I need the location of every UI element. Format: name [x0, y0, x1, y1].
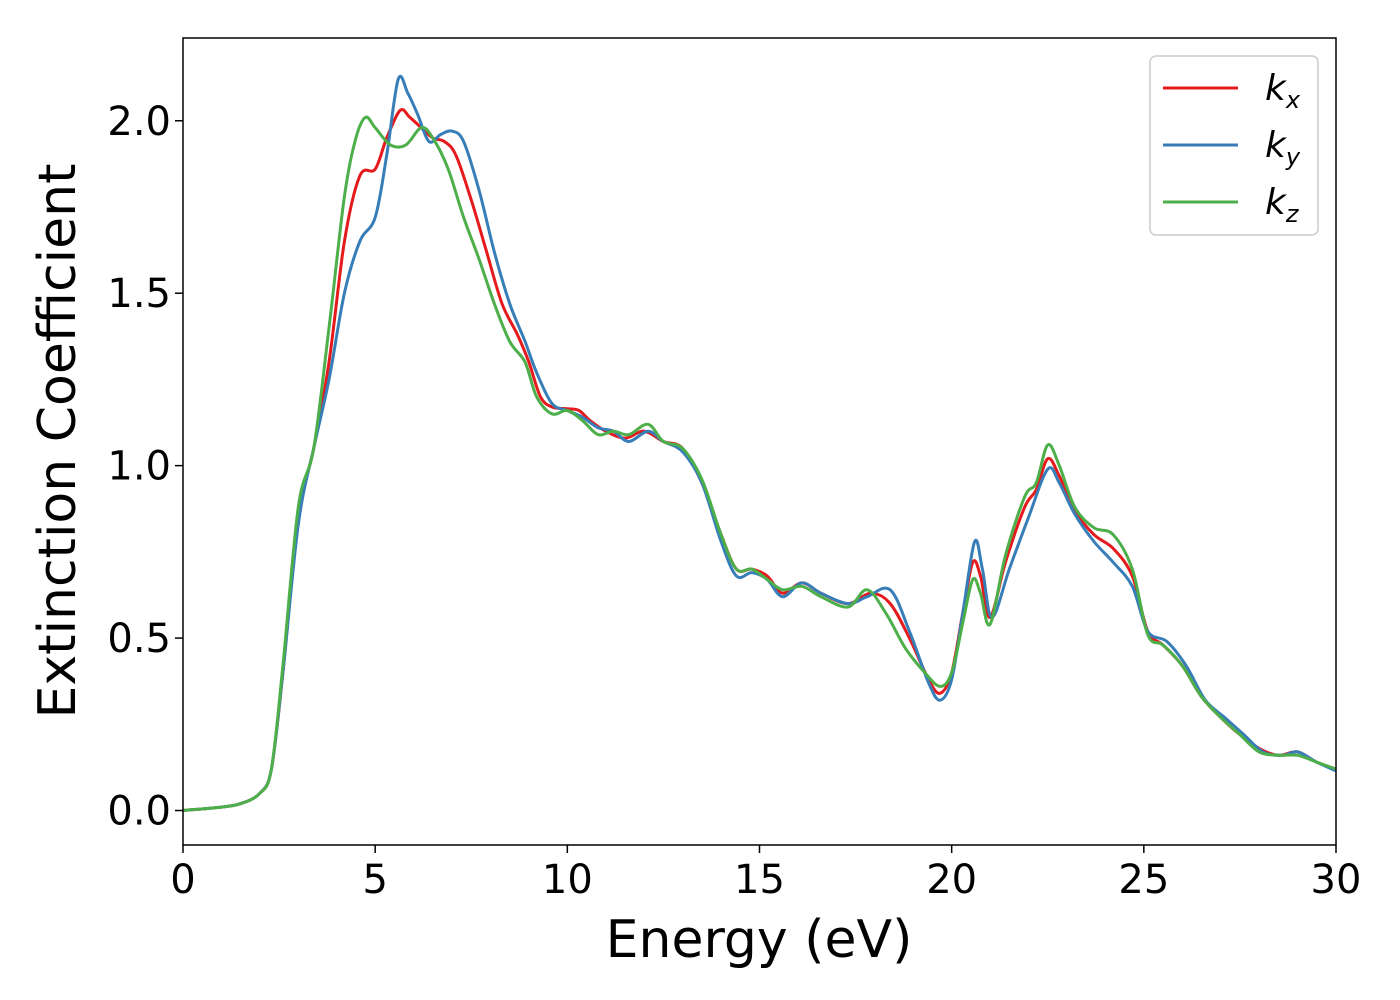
x-tick-label: 25 — [1118, 857, 1169, 903]
y-tick-label: 2.0 — [107, 99, 171, 145]
x-tick-label: 30 — [1311, 857, 1362, 903]
y-axis-title: Extinction Coefficient — [28, 164, 88, 719]
x-axis-title: Energy (eV) — [606, 910, 913, 970]
legend-label: kx — [1265, 68, 1301, 114]
x-axis-ticks: 0 5 10 15 20 25 30 — [170, 845, 1361, 903]
x-tick-label: 15 — [734, 857, 785, 903]
plot-lines — [183, 74, 1336, 812]
y-tick-label: 1.5 — [107, 271, 171, 317]
y-tick-label: 1.0 — [107, 444, 171, 490]
x-tick-label: 5 — [362, 857, 387, 903]
series-line-kz — [183, 115, 1336, 812]
x-tick-label: 0 — [170, 857, 195, 903]
y-tick-label: 0.5 — [107, 616, 171, 662]
x-tick-label: 10 — [542, 857, 593, 903]
series-line-ky — [183, 74, 1336, 812]
x-tick-label: 20 — [926, 857, 977, 903]
y-tick-label: 0.0 — [107, 789, 171, 835]
legend-label: ky — [1265, 125, 1301, 171]
y-axis-ticks: 0.0 0.5 1.0 1.5 2.0 — [107, 99, 183, 835]
